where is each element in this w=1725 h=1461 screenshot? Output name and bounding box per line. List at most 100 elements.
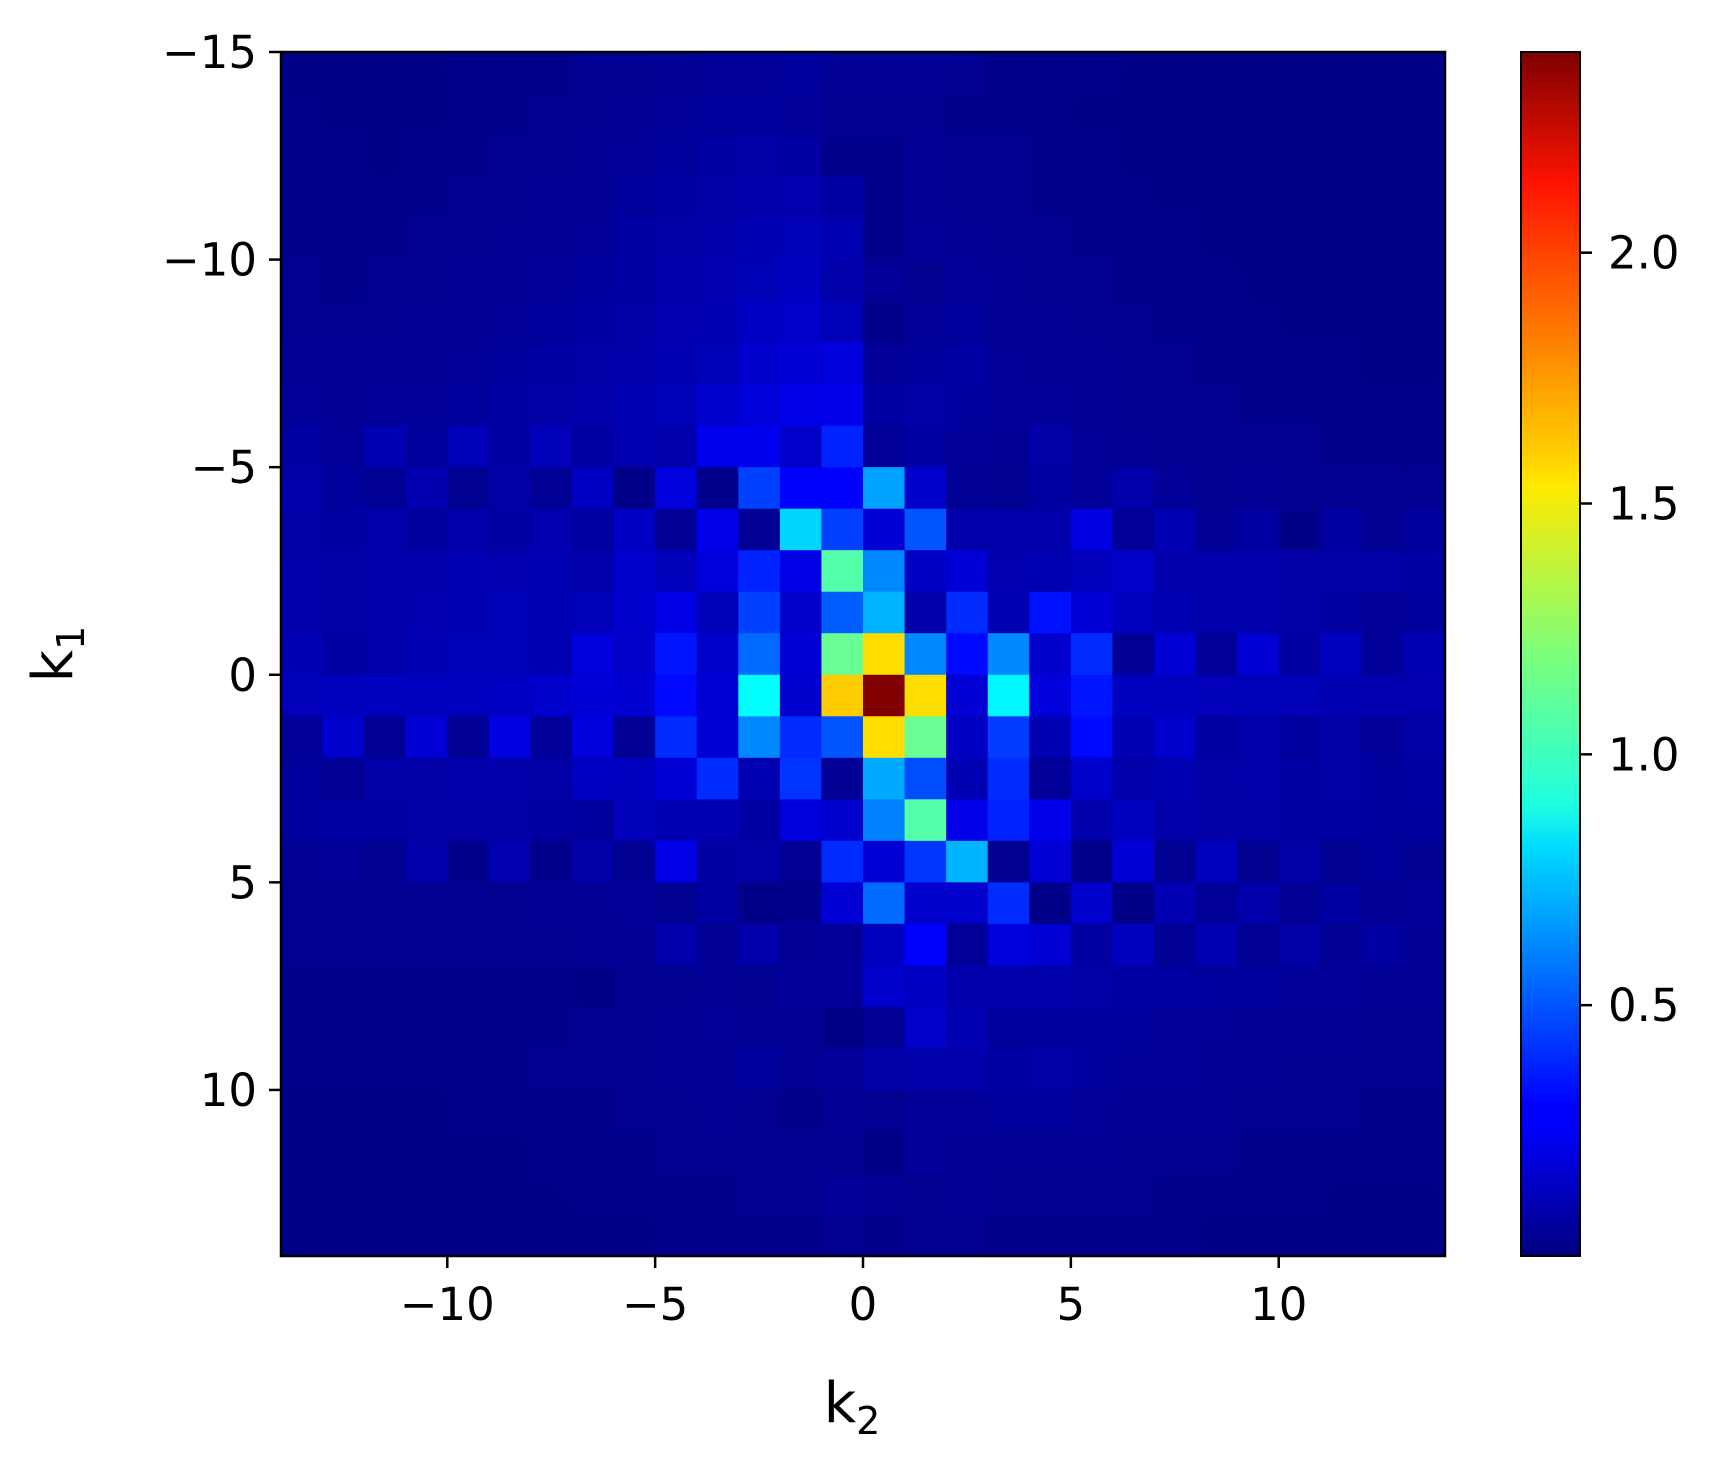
heatmap-cell	[987, 674, 1030, 717]
colorbar-tick-label: 1.0	[1608, 728, 1680, 781]
heatmap-cell	[1278, 757, 1321, 800]
heatmap-cell	[322, 176, 365, 219]
heatmap-cell	[738, 135, 781, 178]
heatmap-cell	[946, 384, 989, 427]
heatmap-cell	[1112, 1089, 1155, 1133]
heatmap-cell	[1195, 674, 1238, 717]
heatmap-cell	[1361, 1172, 1405, 1216]
colorbar-tick-label: 2.0	[1608, 227, 1680, 280]
heatmap-cell	[696, 259, 739, 302]
heatmap-cell	[572, 342, 615, 385]
heatmap-cell	[946, 425, 989, 468]
heatmap-cell	[738, 425, 781, 468]
heatmap-cell	[1403, 52, 1446, 95]
heatmap-cell	[696, 1089, 739, 1133]
heatmap-cell	[1320, 93, 1363, 136]
heatmap-cell	[863, 757, 906, 800]
heatmap-cell	[1154, 716, 1197, 759]
heatmap-cell	[1278, 467, 1321, 510]
heatmap-cell	[1112, 1006, 1155, 1050]
heatmap-cell	[447, 1048, 490, 1091]
heatmap-cell	[821, 1048, 864, 1091]
heatmap-cell	[1112, 425, 1155, 468]
heatmap-cell	[405, 1172, 448, 1216]
heatmap-cell	[1112, 1048, 1155, 1091]
heatmap-cell	[779, 52, 823, 95]
heatmap-cell	[1112, 467, 1155, 510]
heatmap-cell	[1029, 301, 1072, 344]
heatmap-cell	[779, 1131, 823, 1174]
heatmap-cell	[1237, 799, 1280, 842]
heatmap-cell	[696, 425, 739, 468]
heatmap-cell	[405, 218, 448, 261]
heatmap-cell	[322, 1089, 365, 1133]
heatmap-cell	[405, 591, 448, 634]
heatmap-cell	[1237, 716, 1280, 759]
heatmap-cell	[530, 716, 573, 759]
heatmap-cell	[987, 591, 1030, 634]
heatmap-cell	[863, 965, 906, 1008]
heatmap-cell	[1320, 1006, 1363, 1050]
heatmap-cell	[613, 93, 656, 136]
heatmap-cell	[904, 840, 947, 883]
heatmap-cell	[572, 508, 615, 551]
heatmap-cell	[779, 467, 823, 510]
heatmap-cell	[821, 633, 864, 676]
y-tick-label: −5	[191, 441, 257, 494]
heatmap-cell	[1278, 633, 1321, 676]
heatmap-cell	[613, 633, 656, 676]
x-tick-label: 10	[1250, 1278, 1307, 1331]
heatmap-cell	[1154, 840, 1197, 883]
heatmap-cell	[987, 425, 1030, 468]
heatmap-cell	[364, 591, 407, 634]
heatmap-cell	[779, 799, 823, 842]
heatmap-cell	[987, 384, 1030, 427]
heatmap-cell	[1361, 1006, 1405, 1050]
heatmap-cell	[863, 1006, 906, 1050]
heatmap-cell	[488, 508, 532, 551]
x-tick-label: −10	[400, 1278, 495, 1331]
heatmap-cell	[613, 1048, 656, 1091]
heatmap-cell	[1320, 591, 1363, 634]
heatmap-cell	[1195, 840, 1238, 883]
heatmap-cell	[946, 218, 989, 261]
heatmap-cell	[613, 799, 656, 842]
heatmap-cell	[1070, 591, 1114, 634]
heatmap-cell	[447, 425, 490, 468]
heatmap-cell	[530, 965, 573, 1008]
heatmap-cell	[655, 425, 698, 468]
heatmap-cell	[1403, 716, 1446, 759]
heatmap-cell	[364, 882, 407, 925]
heatmap-cell	[779, 674, 823, 717]
heatmap-cell	[696, 633, 739, 676]
heatmap-cell	[488, 52, 532, 95]
heatmap-cell	[1195, 176, 1238, 219]
heatmap-cell	[1112, 799, 1155, 842]
heatmap-cell	[779, 591, 823, 634]
heatmap-cell	[655, 467, 698, 510]
heatmap-cell	[738, 301, 781, 344]
heatmap-cell	[779, 384, 823, 427]
heatmap-cell	[1154, 93, 1197, 136]
heatmap-cell	[821, 1131, 864, 1174]
heatmap-cell	[1112, 965, 1155, 1008]
heatmap-cell	[1361, 757, 1405, 800]
heatmap-cell	[1112, 1214, 1155, 1257]
heatmap-cell	[987, 716, 1030, 759]
heatmap-cell	[1154, 965, 1197, 1008]
heatmap-cell	[738, 1048, 781, 1091]
heatmap-cell	[488, 923, 532, 966]
heatmap-cell	[1070, 342, 1114, 385]
heatmap-cell	[530, 882, 573, 925]
colorbar-tick-label: 0.5	[1608, 979, 1680, 1032]
heatmap-cell	[1029, 1048, 1072, 1091]
heatmap-cell	[821, 93, 864, 136]
heatmap-cell	[322, 93, 365, 136]
heatmap-cell	[572, 301, 615, 344]
heatmap-cell	[1195, 1006, 1238, 1050]
heatmap-cell	[904, 882, 947, 925]
heatmap-cell	[1278, 799, 1321, 842]
heatmap-cell	[613, 1172, 656, 1216]
heatmap-cell	[655, 757, 698, 800]
